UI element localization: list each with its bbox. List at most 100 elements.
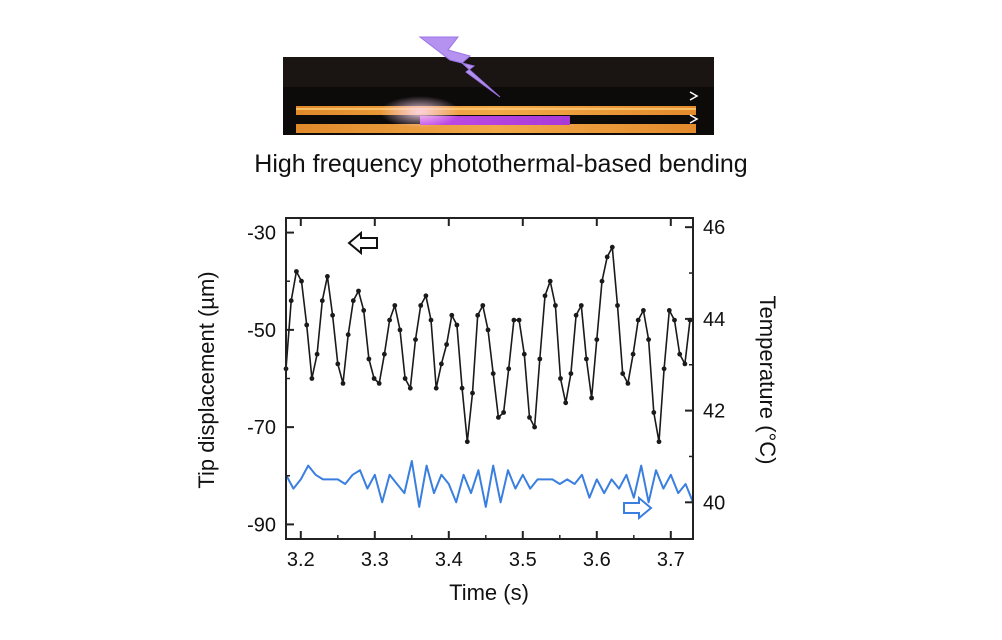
displacement-point <box>682 361 688 367</box>
displacement-point <box>309 376 315 381</box>
displacement-point <box>444 342 449 347</box>
displacement-point <box>604 254 610 260</box>
displacement-point <box>521 351 527 357</box>
y-right-tick-label: 44 <box>703 309 725 331</box>
displacement-point <box>553 303 558 308</box>
right-axis-arrow-icon <box>623 495 653 521</box>
displacement-point <box>319 298 325 304</box>
displacement-point <box>330 312 335 318</box>
displacement-point <box>371 376 377 381</box>
displacement-point <box>433 385 439 391</box>
y-left-tick-label: -90 <box>247 514 276 536</box>
displacement-point <box>511 317 517 323</box>
displacement-point <box>646 337 651 342</box>
y-right-tick-label: 42 <box>703 401 725 423</box>
lightning-icon <box>418 36 501 98</box>
displacement-point <box>485 327 491 333</box>
displacement-point <box>480 303 486 308</box>
x-tick-label: 3.5 <box>509 549 537 571</box>
displacement-point <box>558 376 563 381</box>
displacement-line <box>285 246 691 443</box>
displacement-point <box>294 269 299 274</box>
displacement-point <box>335 361 341 367</box>
displacement-point <box>532 424 537 430</box>
displacement-point <box>340 381 346 386</box>
displacement-point <box>620 371 626 376</box>
displacement-point <box>630 351 636 357</box>
y-left-tick-label: -70 <box>247 417 276 439</box>
displacement-point <box>418 303 424 308</box>
x-tick-label: 3.6 <box>583 549 611 571</box>
displacement-point <box>594 337 600 342</box>
displacement-point <box>599 278 605 284</box>
displacement-point <box>288 298 294 304</box>
displacement-point <box>350 298 356 304</box>
displacement-point <box>573 312 579 318</box>
displacement-point <box>661 366 667 372</box>
displacement-point <box>454 322 460 328</box>
displacement-point <box>356 288 361 294</box>
displacement-point <box>423 293 429 299</box>
displacement-point <box>666 308 672 313</box>
displacement-point <box>547 278 553 284</box>
displacement-point <box>361 308 367 313</box>
displacement-point <box>464 439 470 445</box>
displacement-point <box>589 395 594 401</box>
displacement-point <box>376 381 382 386</box>
displacement-point <box>407 385 413 391</box>
displacement-point <box>677 351 683 357</box>
y-axis-label-right: Temperature (°C) <box>755 296 780 465</box>
photo-inset <box>283 57 714 135</box>
x-tick-label: 3.7 <box>657 549 685 571</box>
displacement-point <box>568 371 574 376</box>
y-right-tick-label: 46 <box>703 217 725 239</box>
y-left-tick-label: -30 <box>247 223 276 245</box>
displacement-point <box>506 366 512 372</box>
displacement-point <box>459 385 465 391</box>
displacement-point <box>609 244 615 250</box>
displacement-point <box>428 317 434 323</box>
displacement-point <box>402 376 408 381</box>
displacement-point <box>392 303 398 308</box>
displacement-point <box>439 361 444 367</box>
displacement-point <box>345 332 351 338</box>
displacement-point <box>516 317 522 323</box>
x-tick-label: 3.2 <box>287 549 315 571</box>
displacement-point <box>490 371 496 376</box>
displacement-point <box>641 308 646 313</box>
displacement-point <box>299 278 304 284</box>
displacement-point <box>656 439 662 445</box>
y-left-tick-label: -50 <box>247 320 276 342</box>
displacement-point <box>325 274 330 279</box>
displacement-point <box>672 317 677 323</box>
displacement-point <box>501 410 506 415</box>
temperature-line <box>285 460 694 508</box>
displacement-point <box>527 415 532 420</box>
y-right-tick-label: 40 <box>703 492 725 514</box>
x-axis-label: Time (s) <box>449 580 529 605</box>
displacement-point <box>366 356 372 362</box>
displacement-point <box>635 317 641 323</box>
displacement-point <box>387 317 392 323</box>
displacement-point <box>475 312 481 318</box>
displacement-point <box>304 322 310 328</box>
displacement-point <box>563 400 569 406</box>
x-tick-label: 3.3 <box>361 549 389 571</box>
y-axis-label-left: Tip displacement (µm) <box>194 271 219 488</box>
displacement-point <box>382 351 387 357</box>
displacement-point <box>413 337 418 342</box>
x-tick-label: 3.4 <box>435 549 463 571</box>
displacement-point <box>542 293 548 299</box>
displacement-point <box>578 303 584 308</box>
displacement-point <box>615 303 620 308</box>
displacement-point <box>651 410 657 415</box>
displacement-point <box>449 312 455 318</box>
displacement-point <box>470 390 475 396</box>
displacement-point <box>496 415 501 420</box>
displacement-point <box>625 381 631 386</box>
displacement-point <box>397 327 403 333</box>
displacement-point <box>537 356 543 362</box>
chart: 3.2 3.3 3.4 3.5 3.6 3.7 -30 -50 -70 -90 46 44 42 40… <box>194 217 780 605</box>
displacement-point <box>314 351 320 357</box>
